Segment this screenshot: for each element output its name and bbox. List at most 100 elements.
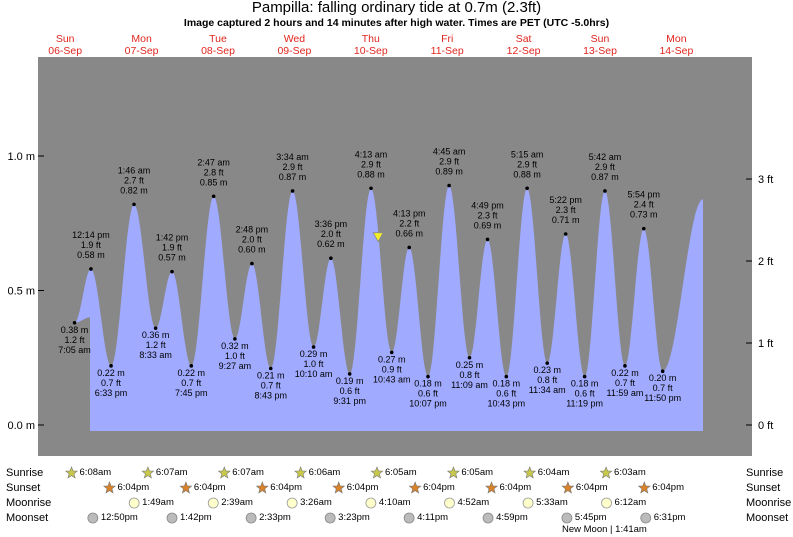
tide-extreme-label: 3:36 pm	[315, 219, 348, 229]
moonrise-icon	[601, 497, 612, 509]
tide-extreme-label: 0.29 m	[300, 349, 328, 359]
tide-extreme-label: 7:45 pm	[175, 388, 208, 398]
moonset-label-right: Moonset	[746, 512, 789, 524]
tide-extreme-dot	[407, 245, 412, 250]
tide-extreme-label: 0.7 ft	[615, 378, 636, 388]
day-of-week: Tue	[209, 33, 227, 45]
day-date: 06-Sep	[48, 45, 83, 57]
tide-extreme-label: 0.7 ft	[261, 381, 282, 391]
tide-extreme-label: 0.32 m	[221, 341, 249, 351]
tide-extreme-label: 3:34 am	[276, 152, 309, 162]
sunset-icon	[255, 481, 269, 494]
tide-extreme-label: 2.9 ft	[595, 162, 616, 172]
tide-extreme-label: 0.6 ft	[496, 389, 517, 399]
tide-extreme-label: 8:43 pm	[254, 391, 287, 401]
tide-extreme-dot	[545, 361, 550, 365]
moonset-icon	[561, 512, 573, 524]
day-date: 07-Sep	[124, 45, 159, 57]
tide-extreme-label: 2.0 ft	[321, 229, 342, 239]
sunset-label-left: Sunset	[6, 482, 41, 494]
sunrise-time: 6:04am	[537, 467, 570, 478]
tide-extreme-label: 5:42 am	[589, 152, 622, 162]
sunset-icon	[485, 481, 498, 494]
tide-extreme-label: 2.8 ft	[204, 167, 225, 177]
tide-extreme-label: 2.3 ft	[478, 210, 499, 220]
tide-extreme-label: 2.9 ft	[283, 162, 304, 172]
tide-extreme-label: 12:14 pm	[72, 230, 110, 240]
day-date: 09-Sep	[277, 45, 312, 57]
sunrise-time: 6:05am	[384, 467, 417, 478]
sunset-icon	[561, 481, 575, 494]
moonset-time: 4:11pm	[417, 512, 449, 523]
tide-extreme-label: 0.36 m	[142, 330, 170, 340]
chart-title: Pampilla: falling ordinary tide at 0.7m …	[251, 0, 542, 16]
tide-extreme-label: 0.18 m	[493, 379, 521, 389]
tide-extreme-dot	[603, 189, 607, 193]
moonset-icon	[640, 512, 652, 524]
tide-extreme-label: 1:42 pm	[156, 233, 189, 243]
tide-extreme-label: 0.23 m	[533, 365, 561, 375]
tide-extreme-label: 0.57 m	[158, 253, 186, 263]
moonrise-time: 3:26am	[300, 497, 332, 508]
tide-extreme-label: 0.88 m	[513, 169, 541, 179]
left-tick-label: 0.5 m	[7, 286, 35, 298]
day-label: Sun 13-Sep	[565, 33, 635, 57]
sunrise-label-left: Sunrise	[6, 467, 44, 479]
moonrise-icon	[128, 497, 140, 509]
tide-extreme-label: 1.9 ft	[162, 243, 183, 253]
tide-extreme-dot	[233, 337, 237, 341]
tide-extreme-dot	[641, 226, 646, 231]
new-moon-note: New Moon | 1:41am	[562, 524, 647, 535]
tide-extreme-dot	[623, 364, 627, 368]
sunrise-icon	[217, 466, 231, 479]
tide-extreme-dot	[189, 364, 194, 368]
tide-extreme-label: 4:13 am	[355, 149, 388, 159]
tide-extreme-dot	[153, 326, 158, 330]
tide-extreme-label: 0.7 ft	[181, 378, 202, 388]
tide-extreme-label: 0.82 m	[120, 185, 148, 195]
sunset-time: 6:04pm	[193, 482, 226, 493]
tide-extreme-label: 1.0 ft	[225, 351, 246, 361]
tide-extreme-label: 0.71 m	[552, 215, 580, 225]
tide-extreme-dot	[268, 366, 273, 371]
tide-extreme-label: 10:10 am	[295, 369, 333, 379]
sunrise-time: 6:07am	[155, 467, 188, 478]
tide-extreme-label: 2:48 pm	[236, 225, 269, 235]
day-label: Fri 11-Sep	[412, 33, 482, 57]
sunset-time: 6:04pm	[575, 482, 608, 493]
day-label: Sun 06-Sep	[30, 33, 100, 57]
moonset-time: 12:50pm	[100, 512, 138, 523]
sunrise-time: 6:07am	[232, 467, 264, 478]
astro-icons	[65, 466, 652, 524]
sunrise-time: 6:03am	[614, 467, 646, 478]
tide-extreme-label: 0.6 ft	[340, 386, 361, 396]
tide-extreme-dot	[660, 369, 665, 374]
current-tide-marker	[372, 232, 384, 243]
moonrise-icon	[286, 497, 298, 509]
sunset-time: 6:04pm	[117, 482, 150, 493]
tide-extreme-label: 0.18 m	[414, 379, 442, 389]
tide-extreme-label: 0.9 ft	[382, 364, 403, 374]
tide-extreme-dot	[109, 364, 113, 368]
tide-extreme-label: 0.85 m	[200, 177, 228, 187]
moonrise-label-right: Moonrise	[746, 497, 792, 509]
moonrise-icon	[444, 497, 455, 509]
tide-extreme-dot	[369, 186, 373, 191]
day-of-week: Thu	[361, 33, 380, 45]
tide-extreme-dot	[467, 355, 472, 360]
moonset-time: 5:45pm	[574, 512, 607, 523]
tide-extreme-dot	[504, 374, 509, 379]
tide-extreme-label: 4:13 pm	[393, 208, 426, 218]
sunset-icon	[637, 481, 651, 494]
sunrise-icon	[65, 466, 78, 479]
day-date: 08-Sep	[201, 45, 235, 57]
tide-extreme-label: 1.2 ft	[146, 340, 167, 350]
tide-extreme-label: 0.58 m	[77, 250, 105, 260]
tide-extreme-label: 2.9 ft	[517, 159, 538, 169]
tide-extreme-dot	[89, 267, 93, 271]
moonrise-label-left: Moonrise	[6, 497, 52, 509]
tide-extreme-label: 2.2 ft	[399, 218, 420, 228]
tide-extreme-label: 1:46 am	[118, 165, 151, 175]
moonrise-icon	[207, 497, 219, 509]
